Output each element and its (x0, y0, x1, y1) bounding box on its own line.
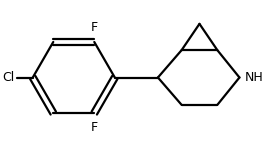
Text: F: F (91, 121, 98, 134)
Text: F: F (91, 21, 98, 34)
Text: Cl: Cl (3, 71, 15, 84)
Text: NH: NH (245, 71, 263, 84)
